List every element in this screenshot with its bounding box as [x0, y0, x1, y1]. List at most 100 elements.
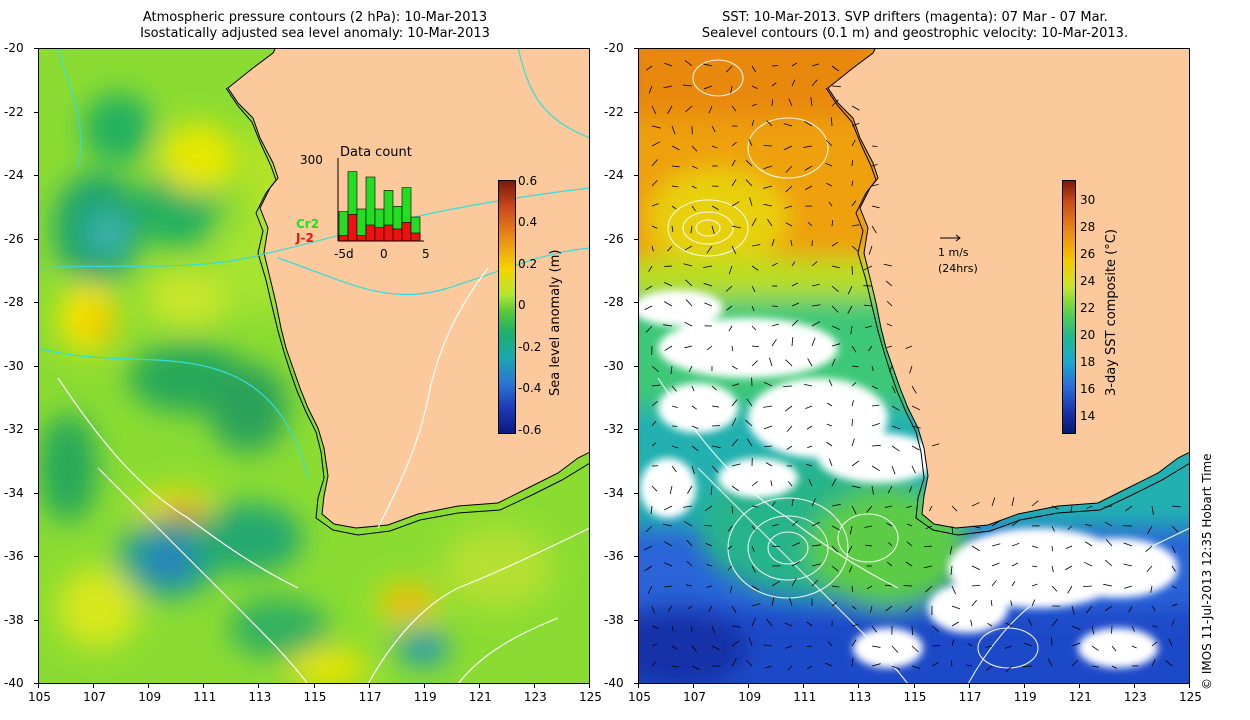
velocity-arrow	[906, 523, 913, 527]
velocity-arrow	[803, 145, 813, 148]
velocity-arrow	[811, 337, 816, 347]
velocity-arrow	[1004, 645, 1013, 649]
velocity-arrow	[783, 145, 793, 151]
velocity-arrow	[731, 625, 741, 628]
velocity-arrow	[708, 605, 713, 612]
velocity-arrow	[827, 641, 833, 647]
velocity-arrow	[731, 640, 740, 647]
velocity-arrow	[789, 597, 793, 607]
left-lon-tick: 125	[579, 690, 602, 704]
left-colorbar-label: Sea level anomaly (m)	[548, 249, 563, 396]
velocity-arrow	[706, 245, 713, 254]
velocity-arrow	[905, 345, 913, 349]
velocity-arrow	[663, 301, 673, 307]
right-cb-tick: 20	[1080, 328, 1096, 342]
velocity-arrow	[687, 605, 693, 610]
velocity-arrow	[1103, 583, 1113, 587]
velocity-arrow	[826, 182, 833, 187]
inset-bar-j2	[392, 228, 403, 242]
velocity-arrow	[785, 645, 793, 649]
velocity-arrow	[691, 465, 695, 475]
velocity-arrow	[651, 384, 661, 387]
velocity-arrow	[868, 245, 873, 255]
velocity-arrow	[651, 643, 658, 647]
velocity-arrow	[704, 505, 713, 512]
velocity-arrow	[967, 642, 973, 647]
right-lon-tickmark	[913, 684, 915, 688]
velocity-arrow	[751, 119, 755, 127]
velocity-arrow	[1031, 545, 1039, 549]
velocity-arrow	[931, 662, 939, 667]
velocity-arrow	[1031, 565, 1038, 568]
sla-white-contours	[57, 267, 590, 684]
velocity-arrow	[711, 225, 715, 235]
velocity-arrow	[888, 542, 893, 547]
velocity-arrow	[791, 337, 794, 347]
velocity-arrow	[785, 185, 793, 193]
velocity-arrow	[664, 541, 673, 547]
velocity-arrow	[763, 165, 773, 170]
velocity-arrow	[1104, 605, 1113, 612]
velocity-arrow	[770, 480, 773, 487]
velocity-arrow	[711, 385, 717, 391]
velocity-arrow	[826, 423, 833, 427]
right-lon-tick: 123	[1123, 690, 1147, 704]
velocity-arrow	[731, 658, 737, 667]
velocity-arrow	[891, 405, 900, 411]
right-cb-tick: 18	[1080, 355, 1096, 369]
velocity-arrow	[651, 365, 659, 373]
velocity-arrow	[651, 203, 659, 207]
velocity-arrow	[791, 319, 799, 327]
velocity-arrow	[691, 425, 699, 430]
left-cb-tick: -0.6	[518, 423, 542, 437]
velocity-arrow	[985, 665, 993, 671]
velocity-arrow	[645, 325, 653, 333]
velocity-arrow	[885, 605, 893, 612]
velocity-arrow	[1104, 559, 1113, 567]
velocity-arrow	[706, 564, 713, 567]
velocity-arrow	[1071, 625, 1081, 630]
velocity-arrow	[664, 282, 673, 287]
velocity-arrow	[831, 565, 839, 572]
velocity-arrow	[971, 565, 981, 571]
left-lat-tick: -30	[4, 358, 24, 373]
right-lat-tickmark	[634, 429, 638, 430]
velocity-arrow	[791, 578, 797, 587]
velocity-arrow	[1084, 561, 1093, 567]
velocity-arrow	[1023, 642, 1033, 647]
velocity-arrow	[1131, 645, 1137, 649]
velocity-arrow	[851, 139, 856, 147]
velocity-arrow	[871, 625, 878, 633]
velocity-arrow	[1031, 599, 1036, 607]
velocity-arrow	[771, 339, 777, 347]
velocity-arrow	[643, 545, 653, 551]
velocity-arrow	[729, 585, 733, 593]
velocity-arrow	[911, 645, 919, 653]
velocity-arrow	[1031, 500, 1039, 507]
velocity-arrow	[851, 460, 860, 467]
velocity-arrow	[651, 245, 654, 252]
inset-bar-j2	[347, 214, 358, 242]
right-colorbar-ticks: 30 28 26 24 22 20 18 16 14	[1080, 193, 1110, 433]
inset-bar-j2	[374, 227, 385, 242]
left-lat-tick: -32	[4, 422, 24, 436]
velocity-arrow	[909, 365, 913, 374]
velocity-arrow	[831, 85, 841, 87]
left-lon-tickmark	[148, 684, 150, 688]
velocity-arrow	[683, 505, 693, 508]
data-count-inset: Data count 300 -5d 0 5 Cr2 J-2	[295, 145, 430, 261]
velocity-arrow	[766, 120, 773, 127]
velocity-arrow	[751, 617, 756, 627]
velocity-arrow	[785, 222, 793, 227]
left-lon-tickmark	[368, 684, 370, 688]
velocity-arrow	[664, 345, 673, 351]
velocity-arrow	[951, 621, 959, 627]
velocity-arrow	[1111, 665, 1118, 669]
velocity-arrow	[851, 639, 857, 647]
left-lon-tick: 119	[413, 690, 437, 704]
velocity-arrow	[811, 261, 818, 267]
velocity-arrow	[748, 139, 753, 147]
velocity-arrow	[891, 445, 900, 452]
velocity-arrow	[791, 499, 794, 507]
velocity-arrow	[1146, 565, 1153, 573]
